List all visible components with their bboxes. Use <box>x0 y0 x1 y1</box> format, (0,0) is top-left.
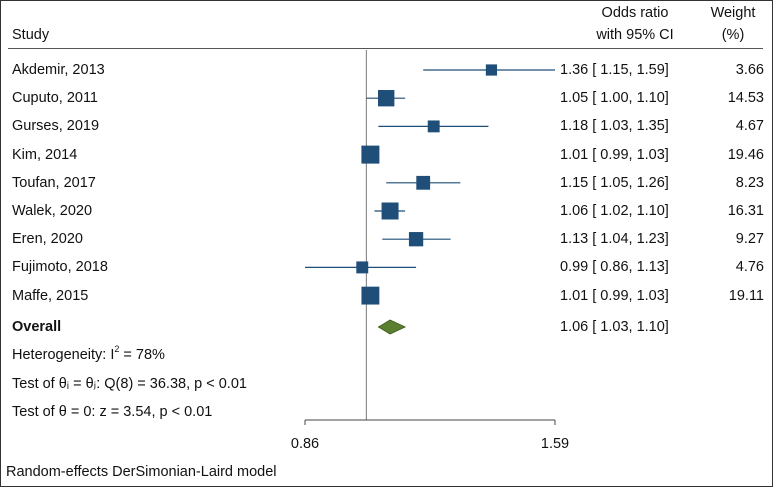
study-label: Akdemir, 2013 <box>12 62 105 78</box>
study-label: Gurses, 2019 <box>12 118 100 135</box>
header-weight-line2: (%) <box>721 27 745 43</box>
model-footer: Random-effects DerSimonian-Laird model <box>6 464 277 480</box>
test-homogeneity: Test of θᵢ = θⱼ: Q(8) = 36.38, p < 0.01 <box>12 376 247 392</box>
study-weight: 4.67 <box>735 118 764 135</box>
study-box <box>408 232 424 247</box>
overall-estimate: 1.06 [ 1.03, 1.10] <box>560 319 669 335</box>
header-rule <box>8 48 763 49</box>
heterogeneity-prefix: Heterogeneity: I <box>12 347 115 363</box>
study-estimate: 1.01 [ 0.99, 1.03] <box>560 287 669 304</box>
study-box <box>361 145 380 164</box>
study-label: Cuputo, 2011 <box>12 90 98 107</box>
study-estimate: 1.13 [ 1.04, 1.23] <box>560 231 669 248</box>
study-weight: 16.31 <box>727 203 764 219</box>
study-weight: 19.46 <box>727 146 764 163</box>
study-estimate: 1.01 [ 0.99, 1.03] <box>560 146 669 163</box>
x-tick-label: 0.86 <box>290 436 320 452</box>
study-weight: 9.27 <box>735 231 764 248</box>
study-label: Maffe, 2015 <box>12 287 89 304</box>
study-weight: 19.11 <box>728 287 764 304</box>
study-weight: 14.53 <box>727 90 764 107</box>
heterogeneity-text: Heterogeneity: I2 = 78% <box>12 344 165 365</box>
study-estimate: 1.15 [ 1.05, 1.26] <box>560 174 669 191</box>
study-box <box>416 175 431 190</box>
study-estimate: 1.18 [ 1.03, 1.35] <box>560 118 669 135</box>
header-estimate-line1: Odds ratio <box>601 5 669 21</box>
test-effect: Test of θ = 0: z = 3.54, p < 0.01 <box>12 404 213 420</box>
study-box <box>361 286 380 305</box>
study-box <box>378 90 395 107</box>
study-box <box>427 120 440 133</box>
study-weight: 3.66 <box>735 62 764 78</box>
study-label: Toufan, 2017 <box>12 174 96 191</box>
study-box <box>356 261 369 274</box>
study-estimate: 1.06 [ 1.02, 1.10] <box>560 203 669 219</box>
header-study: Study <box>12 27 50 43</box>
study-estimate: 0.99 [ 0.86, 1.13] <box>560 259 669 276</box>
header-estimate-line2: with 95% CI <box>596 27 674 43</box>
header-weight-line1: Weight <box>710 5 756 21</box>
study-label: Fujimoto, 2018 <box>12 259 108 276</box>
study-box <box>381 202 399 220</box>
study-estimate: 1.36 [ 1.15, 1.59] <box>560 62 669 78</box>
study-box <box>485 64 498 76</box>
study-label: Kim, 2014 <box>12 146 78 163</box>
heterogeneity-suffix: = 78% <box>119 347 165 363</box>
study-label: Walek, 2020 <box>12 203 93 219</box>
study-weight: 4.76 <box>735 259 764 276</box>
overall-diamond <box>377 319 407 335</box>
study-label: Eren, 2020 <box>12 231 83 248</box>
overall-label: Overall <box>12 319 62 335</box>
study-estimate: 1.05 [ 1.00, 1.10] <box>560 90 669 107</box>
heterogeneity-sup: 2 <box>114 344 120 354</box>
study-weight: 8.23 <box>735 174 764 191</box>
x-tick-label: 1.59 <box>540 436 570 452</box>
